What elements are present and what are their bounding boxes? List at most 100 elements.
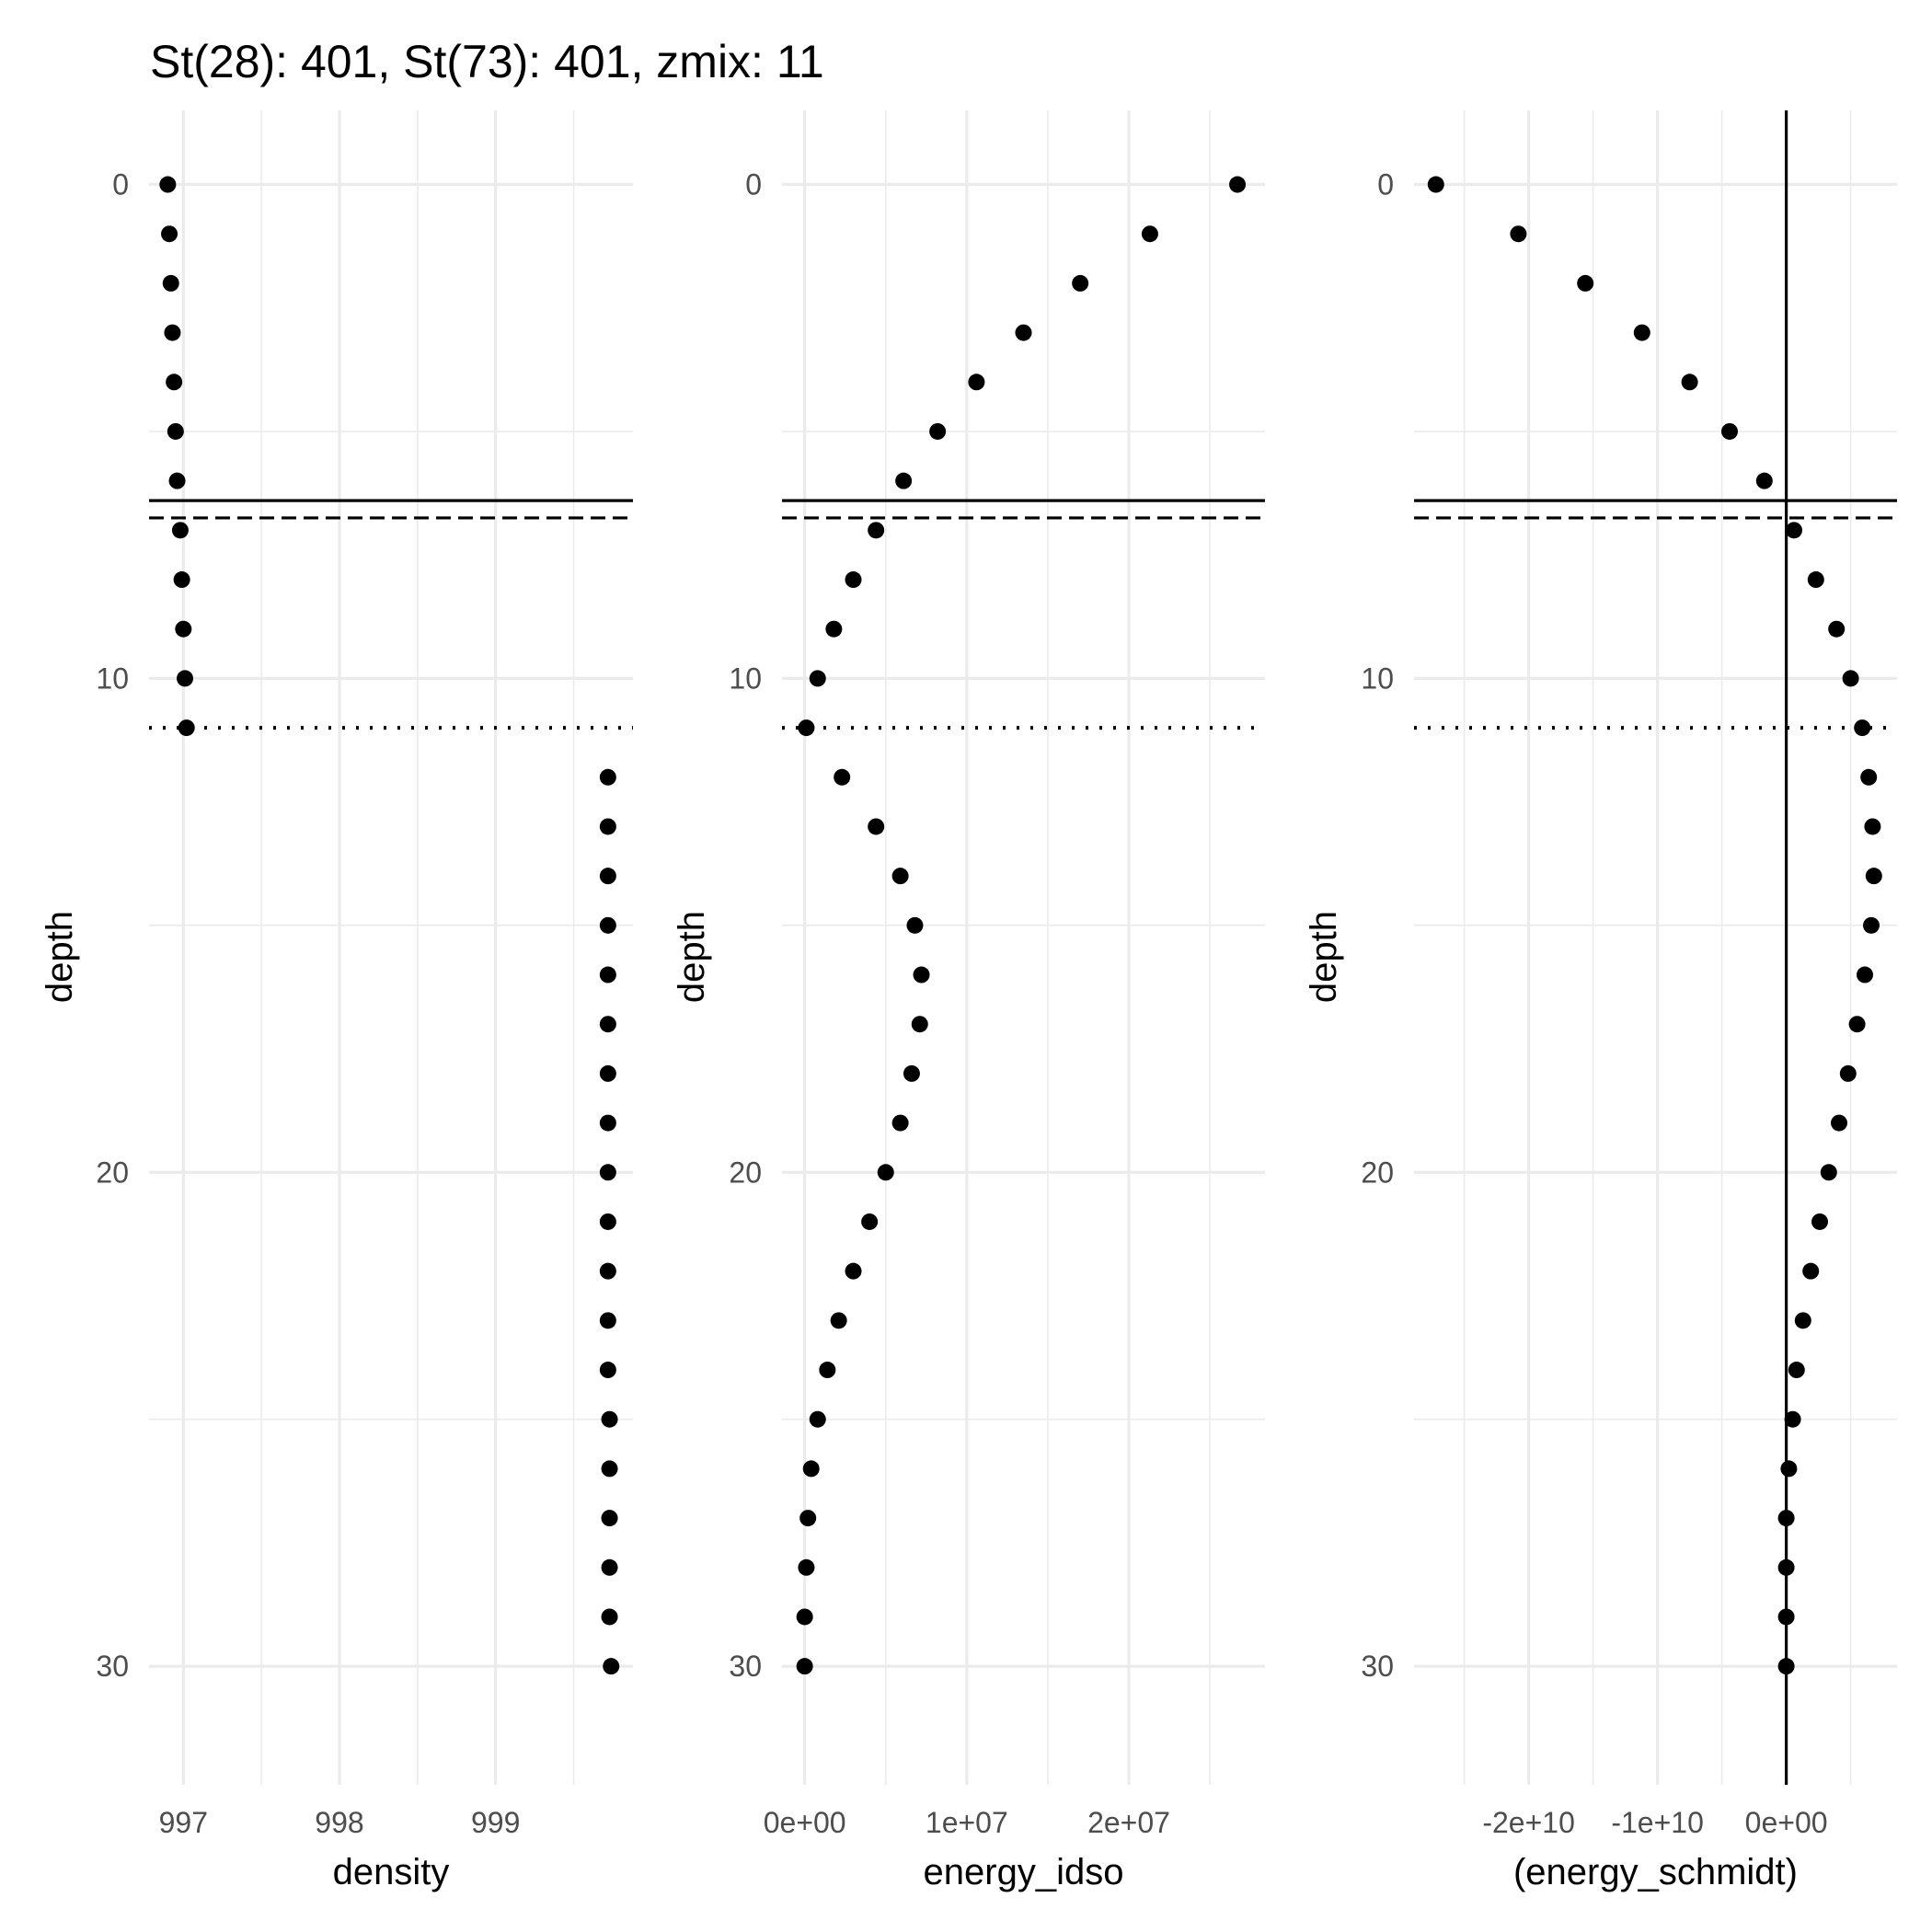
data-point xyxy=(1802,1262,1820,1280)
data-point xyxy=(1807,571,1824,589)
data-point xyxy=(1755,472,1773,489)
data-point xyxy=(1015,324,1032,341)
y-tick-label: 30 xyxy=(1361,1650,1394,1683)
data-point xyxy=(877,1164,894,1181)
data-point xyxy=(895,472,913,489)
data-point xyxy=(845,1262,862,1280)
data-point xyxy=(796,1658,813,1675)
data-point xyxy=(599,1213,616,1230)
y-axis-label: depth xyxy=(1304,911,1344,1003)
data-point xyxy=(891,868,909,885)
y-tick-label: 0 xyxy=(745,168,762,201)
data-point xyxy=(601,1510,618,1527)
data-point xyxy=(1777,1658,1795,1675)
data-point xyxy=(599,1262,616,1280)
chart-title: St(28): 401, St(73): 401, zmix: 11 xyxy=(150,36,824,87)
data-point xyxy=(166,374,183,391)
data-point xyxy=(1863,916,1880,934)
x-tick-label: 998 xyxy=(315,1806,363,1839)
x-tick-label: 2e+07 xyxy=(1087,1806,1170,1839)
data-point xyxy=(601,1558,618,1576)
y-tick-label: 20 xyxy=(96,1156,129,1189)
data-point xyxy=(167,422,184,440)
data-point xyxy=(161,225,178,243)
x-tick-label: 997 xyxy=(159,1806,208,1839)
data-point xyxy=(1865,868,1882,885)
data-point xyxy=(834,768,851,786)
data-point xyxy=(1864,818,1881,835)
y-axis-label: depth xyxy=(672,911,712,1003)
data-point xyxy=(1427,176,1444,193)
data-point xyxy=(599,868,616,885)
data-point xyxy=(798,719,815,737)
y-tick-label: 20 xyxy=(729,1156,762,1189)
data-point xyxy=(819,1362,836,1379)
x-tick-label: 0e+00 xyxy=(1745,1806,1828,1839)
panel-3: 0 10 20 30 -2e+10 -1e+10 0e+00 (energy_schmidt)… xyxy=(1304,110,1897,1892)
data-point xyxy=(891,1114,909,1132)
data-point xyxy=(599,966,616,983)
data-point xyxy=(1857,966,1873,983)
data-point xyxy=(1848,1016,1866,1033)
data-point xyxy=(599,768,616,786)
data-point xyxy=(1777,1608,1795,1626)
data-point xyxy=(1229,176,1247,193)
y-tick-label: 30 xyxy=(729,1650,762,1683)
data-point xyxy=(1788,1362,1805,1379)
data-point xyxy=(159,176,177,193)
data-point xyxy=(913,966,930,983)
data-point xyxy=(171,522,189,539)
x-axis-label: density xyxy=(333,1852,450,1892)
data-point xyxy=(1794,1312,1811,1329)
y-tick-label: 10 xyxy=(729,661,762,695)
y-tick-label: 10 xyxy=(96,661,129,695)
data-point xyxy=(868,818,885,835)
data-point xyxy=(1786,522,1802,539)
data-point xyxy=(1820,1164,1837,1181)
data-point xyxy=(603,1658,620,1675)
data-point xyxy=(1839,1064,1857,1082)
y-tick-label: 0 xyxy=(1377,168,1394,201)
data-point xyxy=(1777,1510,1795,1527)
data-point xyxy=(164,324,181,341)
data-point xyxy=(830,1312,847,1329)
x-tick-label: 0e+00 xyxy=(764,1806,846,1839)
data-point xyxy=(1842,670,1859,687)
data-point xyxy=(1780,1460,1798,1478)
data-point xyxy=(162,274,179,292)
data-point xyxy=(802,1460,820,1478)
data-point xyxy=(599,1114,616,1132)
data-point xyxy=(799,1510,817,1527)
data-point xyxy=(177,670,194,687)
data-point xyxy=(601,1460,618,1478)
data-point xyxy=(825,620,843,638)
x-axis-label: (energy_schmidt) xyxy=(1513,1852,1798,1892)
data-point xyxy=(1811,1213,1828,1230)
data-point xyxy=(178,719,195,737)
data-point xyxy=(601,1608,618,1626)
y-tick-label: 20 xyxy=(1361,1156,1394,1189)
data-point xyxy=(809,670,826,687)
data-point xyxy=(1577,274,1594,292)
data-point xyxy=(599,1312,616,1329)
data-point xyxy=(911,1016,928,1033)
data-point xyxy=(599,1164,616,1181)
data-point xyxy=(796,1608,813,1626)
x-tick-label: 999 xyxy=(471,1806,520,1839)
data-point xyxy=(599,818,616,835)
data-point xyxy=(1831,1114,1847,1132)
data-point xyxy=(1860,768,1878,786)
data-point xyxy=(1784,1410,1801,1428)
data-point xyxy=(599,1362,616,1379)
data-point xyxy=(929,422,947,440)
data-point xyxy=(168,472,186,489)
data-point xyxy=(845,571,862,589)
data-point xyxy=(601,1410,618,1428)
data-point xyxy=(599,916,616,934)
y-tick-label: 10 xyxy=(1361,661,1394,695)
data-point xyxy=(1510,225,1527,243)
data-point xyxy=(798,1558,815,1576)
data-point xyxy=(861,1213,879,1230)
